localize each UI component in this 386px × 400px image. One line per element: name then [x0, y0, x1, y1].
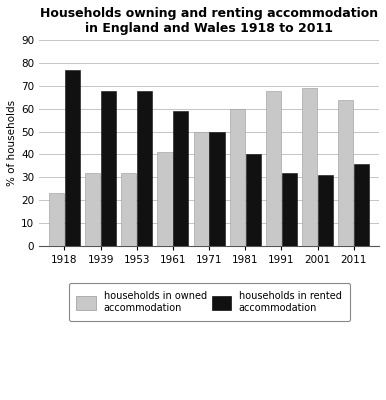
Title: Households owning and renting accommodation
in England and Wales 1918 to 2011: Households owning and renting accommodat…	[40, 7, 378, 35]
Bar	[193, 132, 209, 246]
Bar	[338, 100, 353, 246]
Bar	[245, 154, 261, 246]
Bar	[101, 90, 116, 246]
Bar	[173, 111, 188, 246]
Bar	[121, 173, 136, 246]
Bar	[210, 132, 225, 246]
Y-axis label: % of households: % of households	[7, 100, 17, 186]
Bar	[65, 70, 80, 246]
Bar	[318, 175, 333, 246]
Bar	[354, 164, 369, 246]
Bar	[157, 152, 173, 246]
Bar	[282, 173, 297, 246]
Bar	[230, 109, 245, 246]
Bar	[302, 88, 317, 246]
Bar	[266, 90, 281, 246]
Bar	[49, 193, 64, 246]
Legend: households in owned
accommodation, households in rented
accommodation: households in owned accommodation, house…	[69, 284, 349, 321]
Bar	[85, 173, 100, 246]
Bar	[137, 90, 152, 246]
